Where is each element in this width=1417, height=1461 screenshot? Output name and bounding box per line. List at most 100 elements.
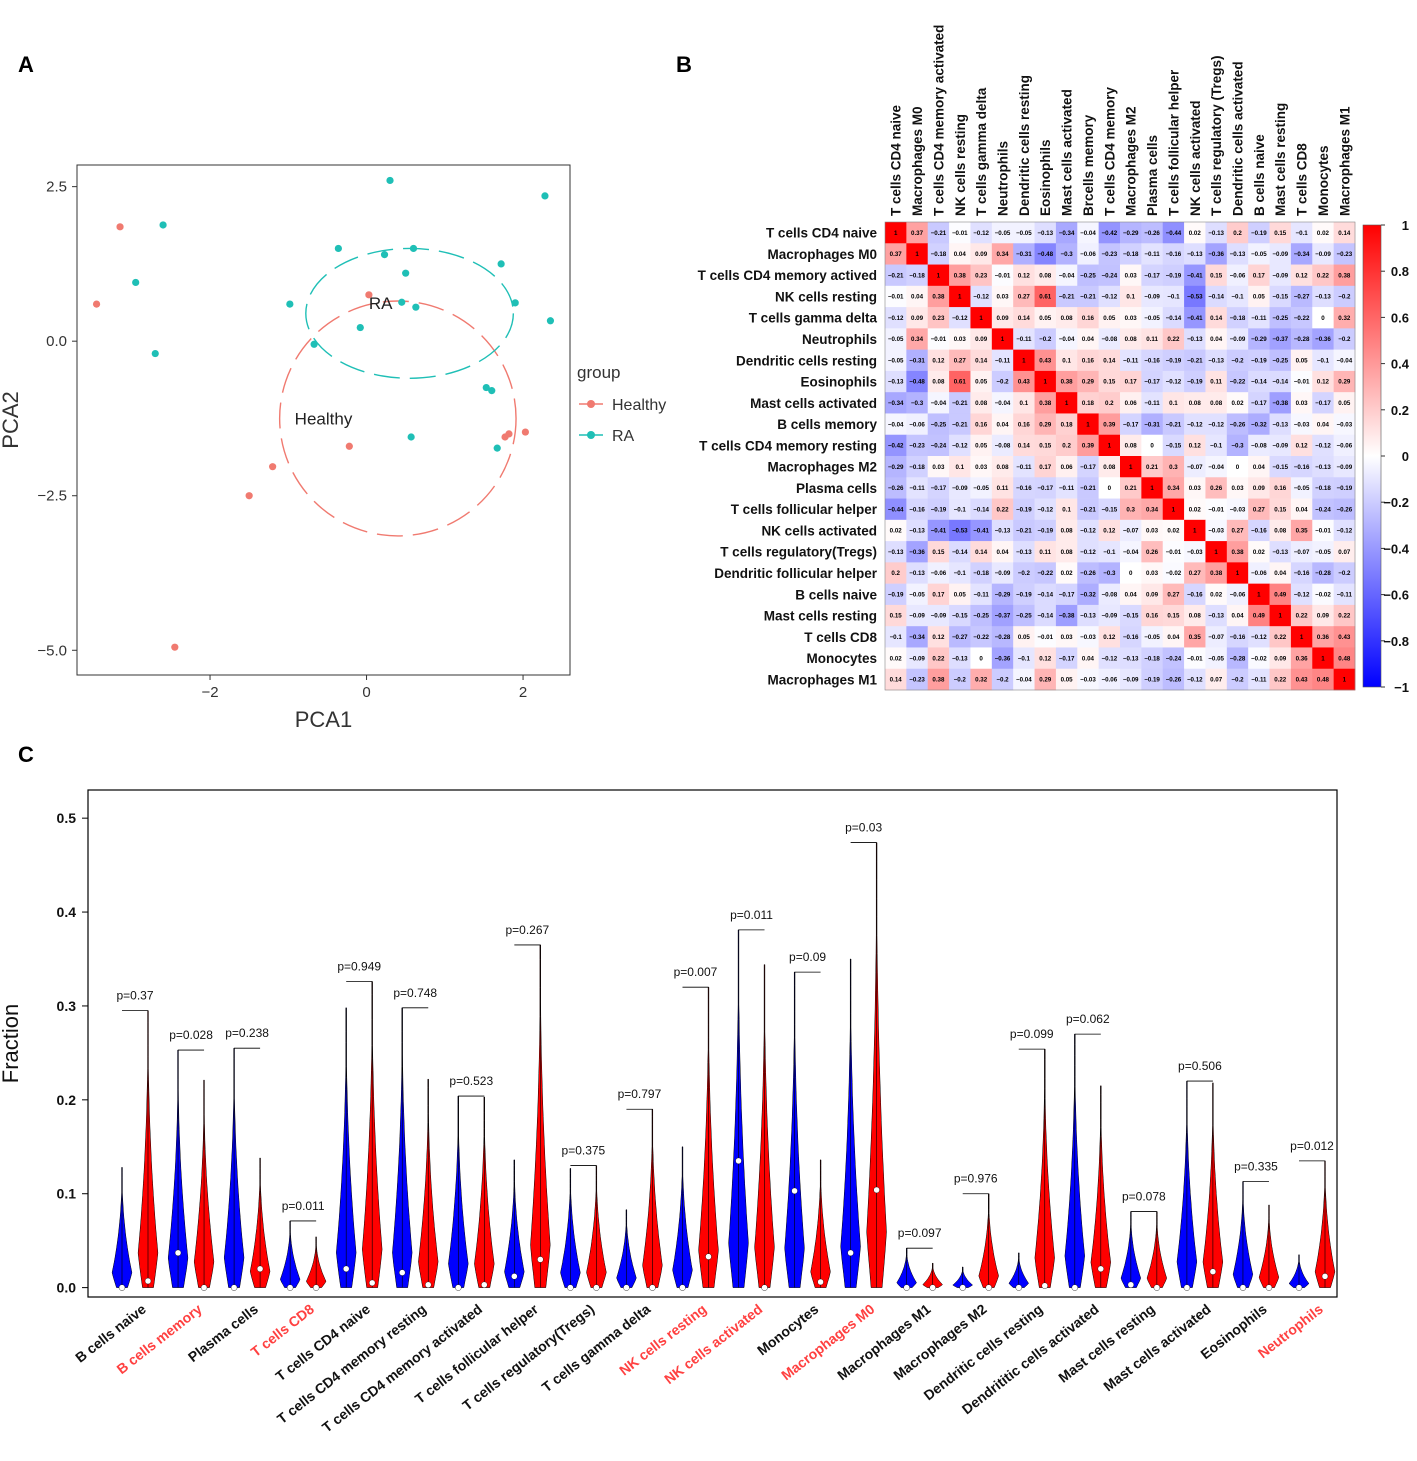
legend-key-dot bbox=[587, 431, 595, 439]
colorbar-tick-label: 0.6 bbox=[1391, 310, 1409, 325]
heatmap-cell-label: −0.05 bbox=[888, 336, 904, 343]
heatmap-cell-label: 0.16 bbox=[1082, 315, 1095, 322]
heatmap-cell bbox=[906, 647, 929, 670]
heatmap-cell bbox=[1013, 519, 1035, 542]
heatmap-col-label: T cells CD4 memory bbox=[1102, 86, 1117, 216]
heatmap-cell-label: −0.17 bbox=[1080, 464, 1096, 471]
heatmap-cell-label: −0.06 bbox=[1251, 570, 1267, 577]
heatmap-cell-label: −0.13 bbox=[1187, 251, 1203, 258]
heatmap-row-label: Plasma cells bbox=[796, 481, 877, 496]
heatmap-cell bbox=[1290, 222, 1313, 244]
heatmap-row-label: Dendritic cells resting bbox=[736, 353, 877, 368]
heatmap-cell bbox=[1290, 349, 1313, 372]
heatmap-cell-label: 0.16 bbox=[1018, 421, 1031, 428]
ra-point bbox=[482, 383, 490, 392]
heatmap-cell bbox=[949, 349, 971, 372]
heatmap-cell bbox=[1269, 519, 1292, 542]
violin-y-tick-label: 0.2 bbox=[57, 1092, 77, 1108]
heatmap-cell bbox=[970, 285, 993, 308]
heatmap-cell bbox=[1013, 668, 1035, 691]
heatmap-cell bbox=[1141, 285, 1164, 308]
heatmap-cell-label: 0.05 bbox=[975, 443, 988, 450]
heatmap-cell-label: −0.26 bbox=[1166, 677, 1182, 684]
heatmap-cell-label: 0.08 bbox=[1125, 336, 1138, 343]
heatmap-cell-label: 0.04 bbox=[996, 421, 1009, 428]
heatmap-col-label: T cells regulatory (Tregs) bbox=[1209, 55, 1224, 216]
colorbar-tick-label: 0 bbox=[1402, 449, 1409, 464]
heatmap-cell bbox=[1034, 477, 1057, 499]
heatmap-cell bbox=[1269, 626, 1292, 648]
heatmap-cell bbox=[991, 434, 1014, 457]
heatmap-cell-label: −0.09 bbox=[1123, 677, 1139, 684]
heatmap-cell bbox=[1034, 541, 1057, 563]
ra-point bbox=[412, 303, 420, 311]
heatmap-cell-label: −0.13 bbox=[1272, 549, 1288, 556]
heatmap-cell-label: −0.11 bbox=[1337, 591, 1353, 598]
heatmap-cell bbox=[1184, 392, 1206, 414]
heatmap-cell-label: −0.25 bbox=[973, 613, 989, 620]
heatmap-cell-label: 0.12 bbox=[1103, 634, 1116, 641]
heatmap-cell-label: −0.1 bbox=[1210, 443, 1223, 450]
heatmap-cell bbox=[1184, 413, 1206, 436]
heatmap-cell bbox=[970, 604, 993, 627]
colorbar-tick-label: 0.8 bbox=[1391, 264, 1409, 279]
heatmap-cell-label: −0.26 bbox=[1336, 506, 1352, 513]
heatmap-cell bbox=[1162, 264, 1185, 287]
healthy-point bbox=[92, 300, 101, 308]
heatmap-cell-label: −0.16 bbox=[1144, 357, 1160, 364]
heatmap-cell bbox=[991, 498, 1014, 521]
heatmap-cell-label: −0.01 bbox=[1294, 379, 1310, 386]
heatmap-cell-label: 0.03 bbox=[996, 294, 1009, 301]
heatmap-row-label: T cells regulatory(Tregs) bbox=[720, 545, 877, 560]
colorbar-tick-label: 0.4 bbox=[1391, 357, 1410, 372]
ra-point bbox=[386, 176, 394, 185]
heatmap-cell bbox=[1098, 477, 1121, 499]
heatmap-cell-label: −0.32 bbox=[1251, 421, 1267, 428]
heatmap-cell bbox=[885, 519, 907, 542]
heatmap-cell-label: −0.2 bbox=[996, 677, 1009, 684]
heatmap-cell bbox=[1205, 264, 1228, 287]
violin-healthy-median bbox=[735, 1157, 742, 1165]
heatmap-cell-label: −0.2 bbox=[954, 677, 967, 684]
heatmap-cell-label: 0.09 bbox=[975, 251, 988, 258]
heatmap-cell bbox=[1162, 583, 1185, 606]
heatmap-cell-label: 1 bbox=[1108, 443, 1112, 450]
heatmap-cell bbox=[1120, 498, 1142, 521]
panel-label-b: B bbox=[676, 52, 692, 77]
violin-ra-median bbox=[256, 1265, 264, 1273]
heatmap-cell bbox=[1333, 668, 1356, 691]
heatmap-cell bbox=[906, 477, 929, 499]
heatmap-cell-label: 0.08 bbox=[1189, 613, 1202, 620]
heatmap-cell-label: −0.36 bbox=[995, 655, 1011, 662]
heatmap-cell-label: 0 bbox=[1321, 315, 1325, 322]
heatmap-cell bbox=[991, 413, 1014, 436]
heatmap-cell bbox=[1034, 604, 1057, 627]
heatmap-cell-label: −0.1 bbox=[1317, 357, 1330, 364]
heatmap-cell-label: 0.16 bbox=[1082, 357, 1095, 364]
heatmap-cell-label: 0.12 bbox=[1317, 379, 1330, 386]
heatmap-cell bbox=[1141, 307, 1164, 329]
heatmap-cell bbox=[1269, 434, 1292, 457]
heatmap-cell-label: 0.12 bbox=[1296, 443, 1309, 450]
heatmap-cell-label: −0.09 bbox=[1272, 443, 1288, 450]
ra-point bbox=[546, 317, 555, 325]
heatmap-cell-label: 0.29 bbox=[1039, 421, 1052, 428]
heatmap-cell bbox=[1290, 519, 1313, 542]
pca-y-tick-label: 0.0 bbox=[46, 333, 67, 350]
heatmap-cell-label: −0.06 bbox=[1230, 591, 1246, 598]
heatmap-cell-label: −0.11 bbox=[1123, 357, 1139, 364]
heatmap-cell-label: 0.02 bbox=[890, 528, 903, 535]
heatmap-cell-label: −0.01 bbox=[1315, 528, 1331, 535]
heatmap-cell bbox=[1077, 477, 1099, 499]
heatmap-cell bbox=[1290, 328, 1313, 350]
heatmap-cell-label: 0.11 bbox=[1146, 336, 1158, 343]
heatmap-cell-label: 0.16 bbox=[1146, 613, 1159, 620]
heatmap-cell-label: −0.12 bbox=[888, 315, 904, 322]
heatmap-cell bbox=[1333, 604, 1356, 627]
heatmap-row-label: Eosinophils bbox=[800, 375, 877, 390]
heatmap-cell bbox=[970, 392, 993, 414]
heatmap-cell bbox=[1162, 562, 1185, 584]
heatmap-cell-label: −0.03 bbox=[1080, 677, 1096, 684]
heatmap-cell-label: 0.02 bbox=[1231, 400, 1244, 407]
violin-healthy-median bbox=[118, 1284, 126, 1291]
